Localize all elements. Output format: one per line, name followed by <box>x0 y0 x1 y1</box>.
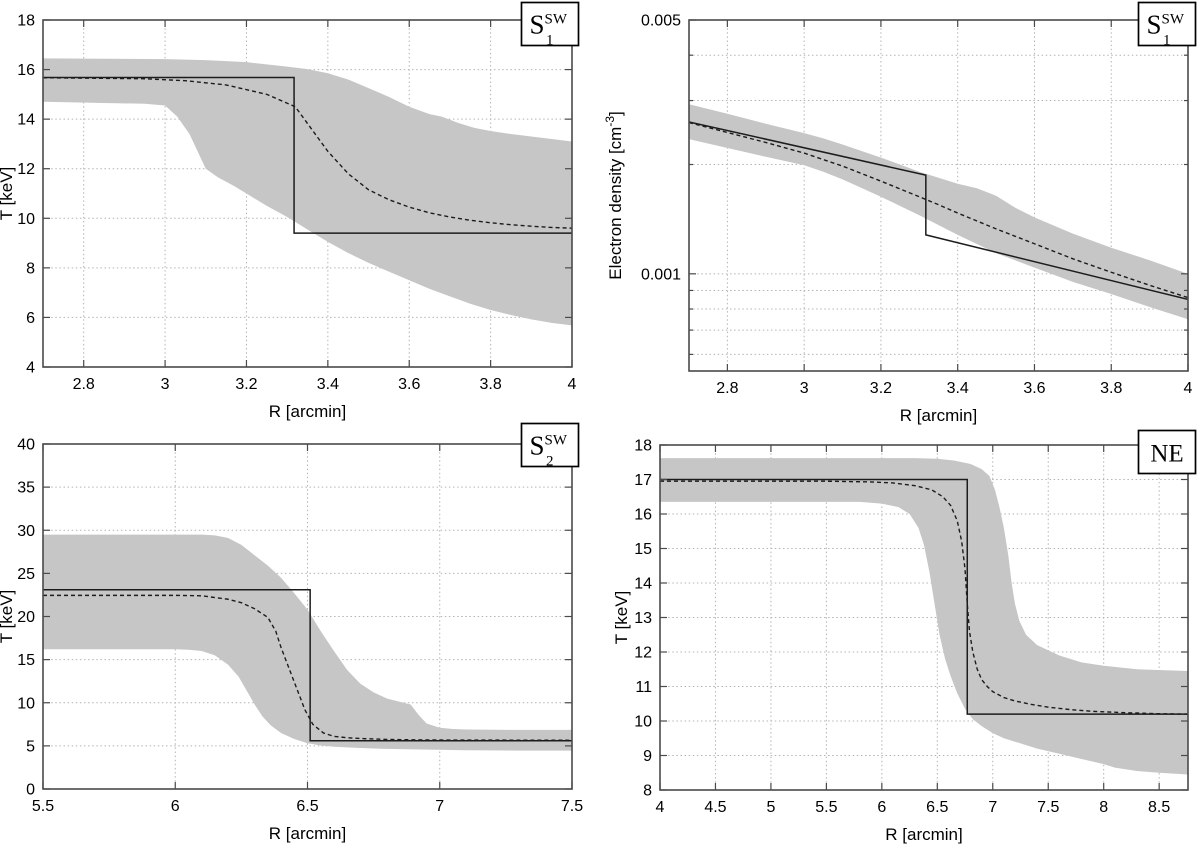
x-tick-label: 4 <box>1184 380 1193 397</box>
x-tick-label: 3.6 <box>398 376 420 393</box>
panel-s1sw-temperature: 2.8 3 3.2 3.4 3.6 3.8 4 4 6 8 10 12 14 16 18 R [arcmin]… <box>0 1 580 421</box>
key-label: SSW 2 <box>530 431 568 470</box>
gridlines <box>689 20 1188 371</box>
y-tick-label: 35 <box>17 480 35 497</box>
x-tick-label: 3.6 <box>1023 380 1045 397</box>
x-tick-label: 2.8 <box>73 376 95 393</box>
x-tick-label: 5.5 <box>815 799 837 816</box>
y-tick-label: 13 <box>634 610 652 627</box>
x-axis-title: R [arcmin] <box>885 825 962 844</box>
x-tick-label: 3.2 <box>235 376 257 393</box>
y-tick-label: 20 <box>17 609 35 626</box>
dashed-model-curve <box>43 77 572 229</box>
x-tick-label: 7 <box>988 799 997 816</box>
y-tick-label: 6 <box>26 310 35 327</box>
solid-model-step <box>43 76 572 234</box>
y-tick-label: 11 <box>635 679 652 696</box>
x-tick-label: 2.8 <box>716 380 738 397</box>
y-tick-label: 0.005 <box>641 13 681 30</box>
y-tick-label: 10 <box>17 695 35 712</box>
x-tick-label: 8 <box>1099 799 1108 816</box>
y-tick-label: 10 <box>634 714 652 731</box>
y-tick-label: 12 <box>17 161 35 178</box>
y-tick-label: 0.001 <box>641 266 681 283</box>
confidence-band <box>689 104 1188 320</box>
dashed-model-curve <box>689 121 1188 299</box>
dashed-model-curve <box>43 594 572 741</box>
key-box <box>1137 429 1197 475</box>
x-tick-label: 3 <box>800 380 809 397</box>
y-tick-label: 9 <box>643 748 652 765</box>
y-tick-label: 4 <box>26 360 35 377</box>
y-tick-label: 25 <box>17 566 35 583</box>
confidence-band <box>660 458 1188 775</box>
key-box <box>520 422 580 468</box>
x-tick-label: 6 <box>171 798 180 815</box>
y-tick-label: 16 <box>634 507 652 524</box>
y-tick-label: 16 <box>17 62 35 79</box>
confidence-band <box>43 58 572 326</box>
y-axis-title: T [keV] <box>0 590 16 644</box>
y-tick-label: 12 <box>634 645 652 662</box>
y-tick-label: 17 <box>634 472 652 489</box>
panel-ne-temperature: 4 4.5 5 5.5 6 6.5 7 7.5 8 8.5 8 9 10 11 12 13 14 15 16 17 18… <box>612 429 1197 844</box>
y-tick-label: 5 <box>26 738 35 755</box>
y-tick-label: 40 <box>17 437 35 454</box>
x-tick-label: 3.8 <box>1100 380 1122 397</box>
x-tick-label: 7.5 <box>1037 799 1059 816</box>
panel-s2sw-temperature: 5.5 6 6.5 7 7.5 0 5 10 15 20 25 30 35 40 R [arcmin] T [… <box>0 422 583 843</box>
y-tick-label: 18 <box>634 438 652 455</box>
y-tick-label: 15 <box>634 541 652 558</box>
y-tick-label: 8 <box>643 783 652 800</box>
solid-model-step <box>43 589 572 742</box>
y-axis-title: T [keV] <box>0 167 16 221</box>
plot-border <box>688 19 1189 372</box>
y-tick-label: 8 <box>26 260 35 277</box>
x-tick-label: 7.5 <box>561 798 583 815</box>
x-tick-label: 3.4 <box>947 380 969 397</box>
x-axis-title: R [arcmin] <box>269 402 346 421</box>
x-tick-label: 4.5 <box>704 799 726 816</box>
solid-model-step <box>689 121 1188 301</box>
key-label: SSW 1 <box>1147 10 1185 49</box>
x-tick-label: 5 <box>766 799 775 816</box>
x-tick-label: 3.2 <box>870 380 892 397</box>
x-tick-label: 3.4 <box>317 376 339 393</box>
key-box <box>520 1 580 47</box>
key-box <box>1137 1 1197 47</box>
y-tick-label: 15 <box>17 652 35 669</box>
x-tick-label: 4 <box>656 799 665 816</box>
y-tick-label: 30 <box>17 523 35 540</box>
y-tick-label: 18 <box>17 13 35 30</box>
x-tick-label: 5.5 <box>32 798 54 815</box>
solid-model-step <box>660 478 1188 715</box>
y-axis-title: Electron density [cm-3] <box>603 111 625 279</box>
key-label: SSW 1 <box>530 10 568 49</box>
x-tick-label: 8.5 <box>1148 799 1170 816</box>
y-tick-label: 14 <box>634 576 652 593</box>
x-tick-label: 4 <box>568 376 577 393</box>
y-axis-title: T [keV] <box>612 591 631 645</box>
x-tick-label: 3.8 <box>479 376 501 393</box>
panel-s1sw-electron-density: 2.8 3 3.2 3.4 3.6 3.8 4 0.005 0.001 R [arcmin] Ele… <box>603 1 1197 425</box>
x-tick-label: 6 <box>877 799 886 816</box>
x-tick-label: 6.5 <box>926 799 948 816</box>
x-tick-label: 3 <box>161 376 170 393</box>
x-axis-title: R [arcmin] <box>900 406 977 425</box>
y-tick-label: 10 <box>17 211 35 228</box>
x-tick-label: 6.5 <box>296 798 318 815</box>
tick-marks <box>42 443 573 790</box>
y-tick-label: 0 <box>26 782 35 799</box>
dashed-model-curve <box>660 480 1188 715</box>
x-tick-label: 7 <box>435 798 444 815</box>
tick-marks <box>43 19 573 368</box>
plot-border <box>42 19 573 368</box>
confidence-band <box>43 534 572 751</box>
key-label: NE <box>1150 441 1183 468</box>
x-axis-title: R [arcmin] <box>269 824 346 843</box>
y-tick-label: 14 <box>17 112 35 129</box>
